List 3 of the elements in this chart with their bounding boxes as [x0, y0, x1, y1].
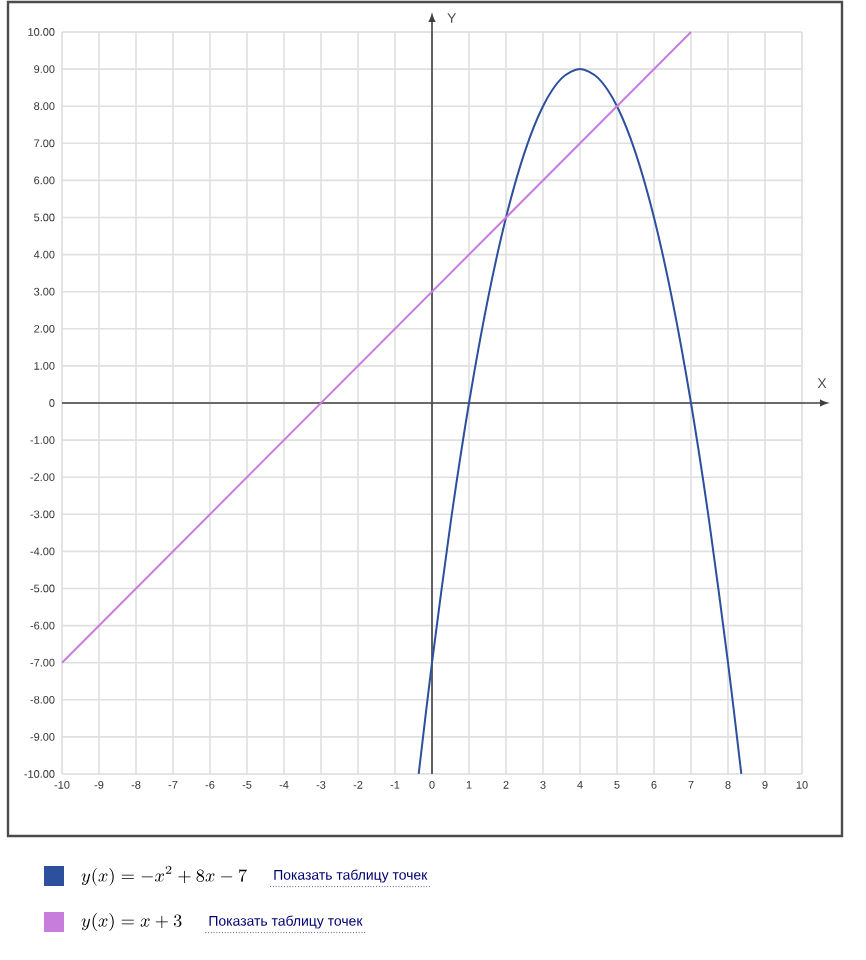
- line-series: [417, 68, 743, 775]
- legend-label: $y(x) = x + 3$: [81, 913, 182, 931]
- legend-label: $y(x) = -x^2 + 8x - 7$: [81, 865, 247, 886]
